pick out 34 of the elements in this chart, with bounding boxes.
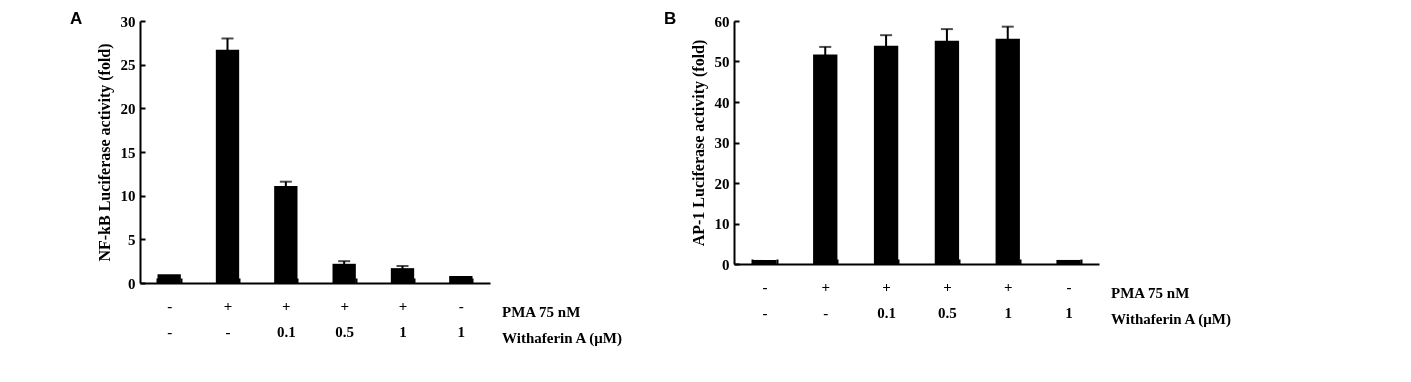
text: Withaferin A (μM) [502,330,622,347]
y-tick-label: 5 [128,231,136,248]
text: PMA 75 nM [502,304,581,320]
x-tick-label: + 0.5 [938,278,957,321]
y-tick-label: 0 [722,256,730,273]
x-tick-label: - - [167,297,173,340]
y-tick-label: 25 [120,57,136,74]
x-tick-label: - 1 [457,297,466,340]
y-tick-label: 50 [714,54,730,70]
x-tick-label: + - [223,297,233,340]
y-axis-title: AP-1 Luciferase activity (fold) [689,39,708,247]
y-axis-title: NF-kB Luciferase activity (fold) [95,43,114,262]
y-tick-label: 15 [120,144,136,161]
chart-title: A [70,9,83,28]
y-tick-label: 30 [120,13,136,30]
y-tick-label: 30 [714,135,730,151]
y-tick-label: 40 [714,94,730,111]
x-tick-label: + 1 [1003,278,1013,321]
x-tick-label: + 0.1 [276,297,296,340]
x-tick-label: + 0.1 [877,278,896,321]
y-tick-label: 60 [714,13,730,30]
x-tick-label: - 1 [1065,278,1073,321]
x-tick-label: - - [762,278,768,321]
x-tick-label: + 0.5 [335,297,355,340]
chart-title: B [664,9,677,28]
y-tick-label: 0 [128,275,136,292]
text: Withaferin A (μM) [1111,311,1231,328]
y-tick-label: 10 [714,216,730,232]
text: PMA 75 nM [1111,285,1190,301]
x-tick-label: + - [821,278,831,321]
y-tick-label: 10 [120,188,136,205]
x-tick-label: + 1 [398,297,408,340]
y-tick-label: 20 [120,100,136,117]
y-tick-label: 20 [714,175,730,192]
